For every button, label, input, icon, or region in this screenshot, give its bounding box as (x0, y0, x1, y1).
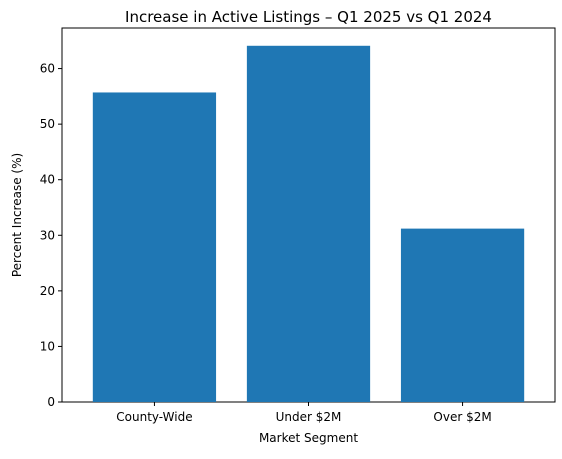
y-axis-ticks: 0 10 20 30 40 50 60 (40, 62, 62, 409)
bar-under-2m (246, 45, 371, 403)
x-tick-label: Under $2M (276, 410, 342, 424)
y-tick-label: 60 (40, 62, 55, 76)
x-tick-label: County-Wide (116, 410, 192, 424)
y-tick-label: 50 (40, 117, 55, 131)
y-tick-label: 40 (40, 173, 55, 187)
x-tick-label: Over $2M (433, 410, 491, 424)
x-axis-ticks: County-Wide Under $2M Over $2M (116, 402, 492, 424)
y-axis-label: Percent Increase (%) (10, 153, 24, 277)
y-tick-label: 0 (47, 395, 55, 409)
bar-county-wide (92, 92, 217, 402)
y-tick-label: 30 (40, 228, 55, 242)
bars-group (92, 45, 525, 403)
y-tick-label: 20 (40, 284, 55, 298)
y-tick-label: 10 (40, 339, 55, 353)
bar-over-2m (400, 228, 525, 402)
x-axis-label: Market Segment (259, 431, 358, 445)
chart-title: Increase in Active Listings – Q1 2025 vs… (125, 8, 492, 26)
